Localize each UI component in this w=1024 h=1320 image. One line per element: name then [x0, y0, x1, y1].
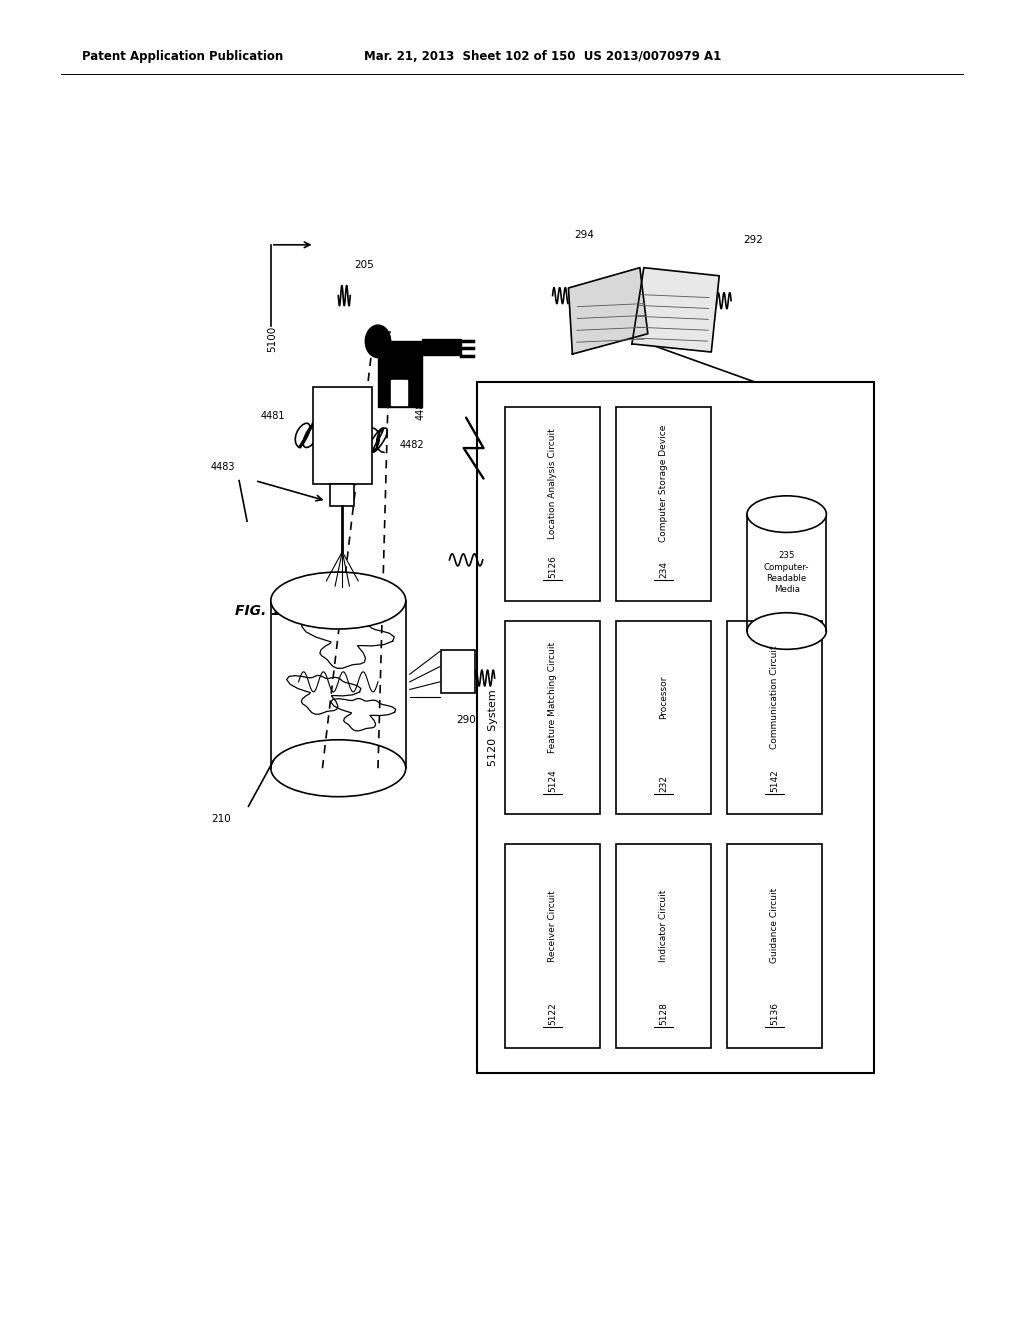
Text: Patent Application Publication: Patent Application Publication: [82, 50, 284, 63]
Bar: [616, 408, 712, 601]
Text: 5126: 5126: [548, 556, 557, 578]
Text: Mar. 21, 2013  Sheet 102 of 150  US 2013/0070979 A1: Mar. 21, 2013 Sheet 102 of 150 US 2013/0…: [364, 50, 721, 63]
Text: Processor: Processor: [659, 676, 669, 719]
Circle shape: [366, 325, 391, 358]
Text: Computer Storage Device: Computer Storage Device: [659, 425, 669, 543]
Text: 5122: 5122: [548, 1003, 557, 1026]
Ellipse shape: [748, 612, 826, 649]
Bar: [331, 483, 354, 506]
Bar: [477, 381, 873, 1073]
Bar: [312, 387, 372, 483]
Ellipse shape: [270, 572, 406, 630]
Text: 5120  System: 5120 System: [488, 689, 499, 766]
Bar: [378, 342, 422, 378]
Bar: [505, 408, 600, 601]
Bar: [391, 380, 408, 405]
Ellipse shape: [748, 496, 826, 532]
Bar: [727, 620, 822, 814]
Bar: [727, 845, 822, 1048]
Text: Indicator Circuit: Indicator Circuit: [659, 890, 669, 962]
Bar: [505, 845, 600, 1048]
Text: 205: 205: [354, 260, 374, 271]
Polygon shape: [632, 268, 719, 352]
Text: Guidance Circuit: Guidance Circuit: [770, 888, 779, 964]
Text: 292: 292: [743, 235, 763, 244]
Text: Communication Circuit: Communication Circuit: [770, 645, 779, 748]
Text: 4482: 4482: [399, 440, 424, 450]
Text: 232: 232: [659, 775, 669, 792]
Bar: [505, 620, 600, 814]
Text: 4480: 4480: [416, 395, 426, 420]
Text: FIG. 102: FIG. 102: [236, 603, 300, 618]
Text: Location Analysis Circuit: Location Analysis Circuit: [548, 428, 557, 539]
Text: 5142: 5142: [770, 768, 779, 792]
Text: 5124: 5124: [548, 768, 557, 792]
Bar: [378, 378, 422, 408]
Text: 5128: 5128: [659, 1002, 669, 1026]
Text: 210: 210: [211, 814, 231, 824]
Text: 294: 294: [574, 230, 594, 240]
Text: 235
Computer-
Readable
Media: 235 Computer- Readable Media: [764, 552, 809, 594]
Text: 5100: 5100: [267, 326, 276, 352]
Bar: [616, 845, 712, 1048]
Bar: [616, 620, 712, 814]
Text: 5136: 5136: [770, 1002, 779, 1026]
Text: 290: 290: [457, 715, 476, 726]
Text: Receiver Circuit: Receiver Circuit: [548, 890, 557, 962]
Bar: [441, 651, 475, 693]
Text: 4483: 4483: [211, 462, 236, 473]
Bar: [422, 339, 461, 355]
Polygon shape: [568, 268, 648, 354]
Text: Feature Matching Circuit: Feature Matching Circuit: [548, 642, 557, 752]
Text: 4481: 4481: [260, 411, 285, 421]
Ellipse shape: [270, 739, 406, 797]
Text: 234: 234: [659, 561, 669, 578]
